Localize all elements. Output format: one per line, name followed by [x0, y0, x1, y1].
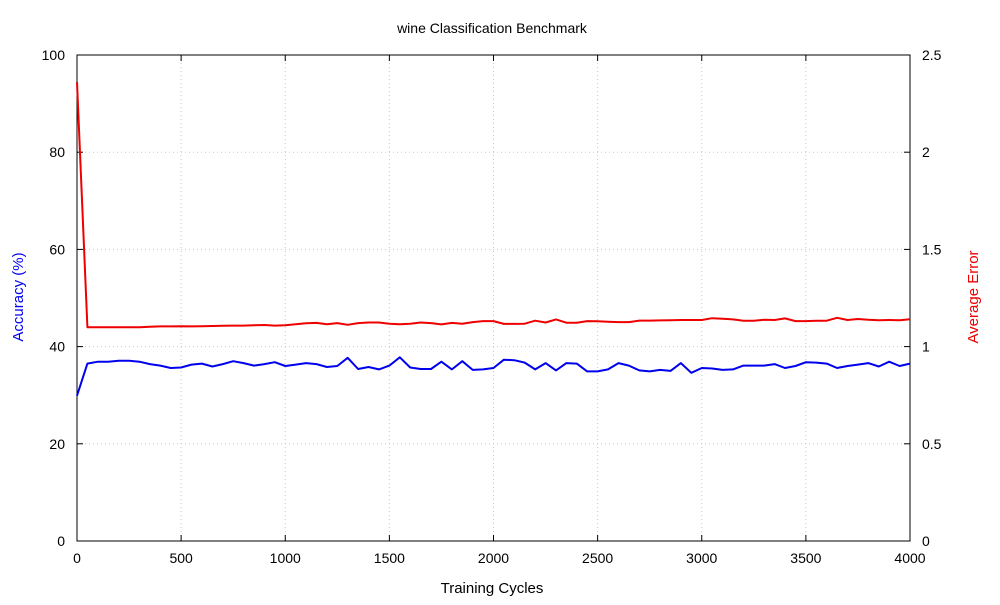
chart-title: wine Classification Benchmark [396, 20, 588, 36]
x-tick-label: 1000 [270, 550, 301, 566]
x-axis-label: Training Cycles [441, 580, 544, 597]
x-tick-label: 1500 [374, 550, 405, 566]
y-axis-label-left: Accuracy (%) [10, 252, 27, 341]
grid-lines [77, 55, 910, 541]
y-left-tick-label: 40 [49, 339, 65, 355]
y-left-tick-label: 20 [49, 436, 65, 452]
y-right-tick-label: 1.5 [922, 241, 942, 257]
y-left-tick-label: 80 [49, 144, 65, 160]
series-line-accuracy [76, 356, 911, 397]
ticks: 0 500 1000 1500 2000 2500 3000 3500 400002040608… [42, 47, 942, 566]
x-tick-label: 4000 [894, 550, 925, 566]
y-left-tick-label: 60 [49, 241, 65, 257]
y-right-tick-label: 0.5 [922, 436, 942, 452]
y-right-tick-label: 2 [922, 144, 930, 160]
x-tick-label: 2000 [478, 550, 509, 566]
x-tick-label: 2500 [582, 550, 613, 566]
y-left-tick-label: 0 [57, 533, 65, 549]
x-tick-label: 0 [73, 550, 81, 566]
y-left-tick-label: 100 [42, 47, 66, 63]
series [76, 82, 911, 397]
y-right-tick-label: 2.5 [922, 47, 942, 63]
y-axis-label-right: Average Error [965, 250, 982, 343]
y-right-tick-label: 0 [922, 533, 930, 549]
x-tick-label: 500 [169, 550, 193, 566]
x-tick-label: 3000 [686, 550, 717, 566]
series-line-average-error [76, 82, 911, 329]
y-right-tick-label: 1 [922, 339, 930, 355]
x-tick-label: 3500 [790, 550, 821, 566]
